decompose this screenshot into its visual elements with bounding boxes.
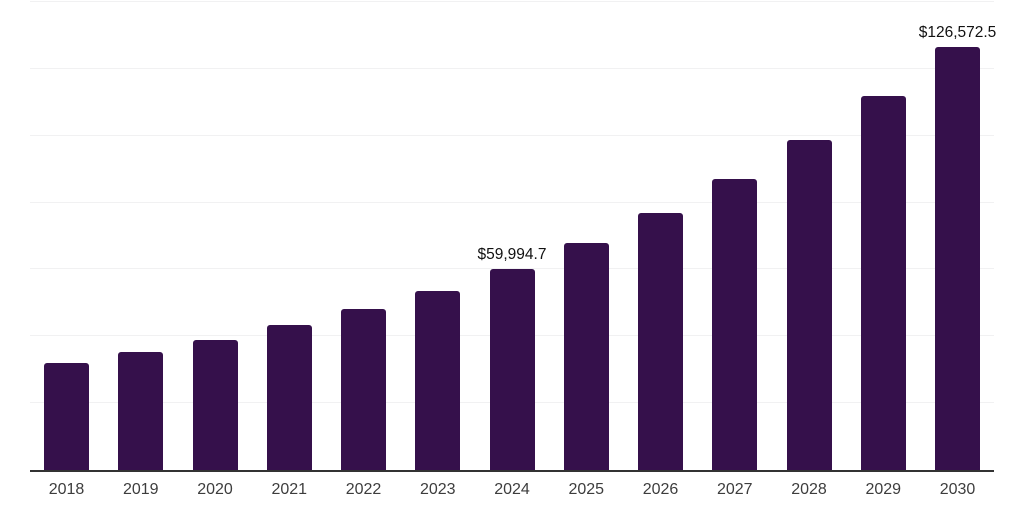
x-tick-label-2018: 2018 — [48, 481, 85, 498]
x-tick-label-2025: 2025 — [568, 481, 605, 498]
bars-row: $59,994.7 $126,572.5 — [44, 2, 996, 470]
x-tick-label-2019: 2019 — [122, 481, 159, 498]
x-tick-label-2022: 2022 — [345, 481, 382, 498]
x-tick-label-2023: 2023 — [419, 481, 456, 498]
x-tick-label-2028: 2028 — [791, 481, 827, 498]
x-tick-label-2026: 2026 — [642, 481, 679, 498]
bar-value-label-2030: $126,572.5 — [918, 23, 997, 41]
gridline-80000 — [30, 201, 994, 203]
bar-value-label-2024: $59,994.7 — [477, 246, 547, 264]
bar-2022 — [341, 308, 386, 470]
gridline-140000 — [30, 1, 994, 2]
x-tick-label-2024: 2024 — [494, 481, 530, 498]
x-tick-label-2020: 2020 — [197, 481, 233, 498]
bar-2030: $126,572.5 — [919, 24, 996, 470]
bar-2018 — [44, 363, 89, 470]
x-tick-label-2030: 2030 — [939, 481, 976, 498]
bar-2028 — [786, 140, 832, 470]
gridline-120000 — [30, 67, 994, 69]
x-tick-label-2027: 2027 — [716, 481, 753, 498]
bar-2025 — [563, 243, 609, 470]
bar-2023 — [415, 291, 461, 470]
x-tick-label-2021: 2021 — [271, 481, 308, 498]
plot-area: $59,994.7 $126,572.5 — [30, 1, 996, 472]
x-tick-label-2029: 2029 — [865, 481, 902, 498]
bar-2024: $59,994.7 — [478, 246, 546, 470]
bar-2027 — [712, 178, 758, 470]
bar-2029 — [860, 96, 906, 470]
bar-2019 — [118, 352, 164, 470]
bar-2026 — [638, 212, 683, 470]
bar-2021 — [266, 324, 312, 470]
gridline-60000 — [30, 268, 994, 270]
x-axis-labels: 2018 2019 2020 2021 2022 2023 2024 2025 2026 2027… — [30, 481, 994, 499]
bar-2020 — [192, 339, 238, 470]
gridline-100000 — [30, 134, 994, 136]
